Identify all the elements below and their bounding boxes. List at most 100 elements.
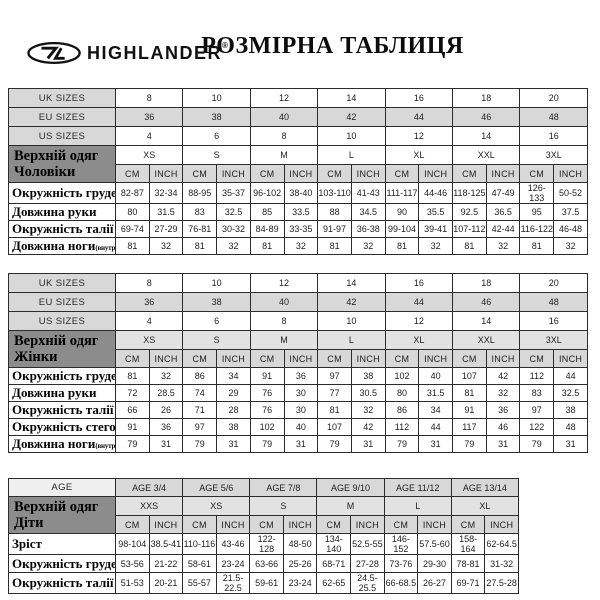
measure-value-cell: 97 xyxy=(317,367,352,385)
unit-cm-cell: CM xyxy=(383,515,419,534)
measure-value-cell: 58-61 xyxy=(182,554,217,573)
size-row-label: US SIZES xyxy=(8,126,116,146)
unit-inch-cell: INCH xyxy=(350,349,386,368)
measure-value-cell: 26-27 xyxy=(417,572,452,594)
measure-value-cell: 43-46 xyxy=(215,533,251,555)
measure-value-cell: 79 xyxy=(384,435,420,453)
size-value-cell: 10 xyxy=(182,273,251,293)
measure-value-cell: 86 xyxy=(384,401,420,419)
unit-inch-cell: INCH xyxy=(417,515,452,534)
size-value-cell: 20 xyxy=(519,88,588,108)
measure-label: Зріст xyxy=(8,533,116,555)
measure-value-cell: 32 xyxy=(553,237,588,255)
measure-value-cell: 83 xyxy=(519,384,555,402)
unit-inch-cell: INCH xyxy=(148,164,184,183)
measure-label: Окружність стегон xyxy=(8,418,116,436)
letter-size-cell: L xyxy=(383,496,452,516)
measure-label: Довжина ноги(внутрішня) xyxy=(8,435,116,453)
measure-value-cell: 91 xyxy=(452,401,487,419)
measure-value-cell: 44 xyxy=(418,418,454,436)
measure-value-cell: 33-35 xyxy=(283,220,319,238)
measure-value-cell: 76 xyxy=(249,401,285,419)
measure-value-cell: 81 xyxy=(452,384,487,402)
children-size-table: AGE AGE 3/4 AGE 5/6 AGE 7/8 AGE 9/10 AGE 11/1… xyxy=(8,478,520,594)
unit-cm-cell: CM xyxy=(182,349,218,368)
measure-value-cell: 88-95 xyxy=(182,182,218,204)
letter-size-cell: XXS xyxy=(114,496,184,516)
size-value-cell: 14 xyxy=(317,273,386,293)
size-value-cell: 20 xyxy=(519,273,588,293)
measure-value-cell: 59-61 xyxy=(249,572,284,594)
measure-value-cell: 25-26 xyxy=(282,554,318,573)
unit-inch-cell: INCH xyxy=(283,349,319,368)
size-value-cell: 14 xyxy=(317,88,386,108)
measure-value-cell: 83 xyxy=(182,203,218,221)
measure-label: Окружність грудей xyxy=(8,182,116,204)
measure-value-cell: 81 xyxy=(115,367,150,385)
size-value-cell: 40 xyxy=(249,107,319,127)
size-value-cell: AGE 3/4 xyxy=(114,478,184,497)
size-value-cell: AGE 11/12 xyxy=(383,478,452,497)
unit-cm-cell: CM xyxy=(317,164,352,183)
letter-size-cell: XXL xyxy=(452,330,521,350)
unit-cm-cell: CM xyxy=(249,164,285,183)
measure-value-cell: 32 xyxy=(283,237,319,255)
measure-value-cell: 42-44 xyxy=(485,220,521,238)
unit-inch-cell: INCH xyxy=(418,349,454,368)
measure-value-cell: 38 xyxy=(553,401,588,419)
measure-value-cell: 50-52 xyxy=(553,182,588,204)
measure-value-cell: 134-140 xyxy=(316,533,352,555)
size-value-cell: 8 xyxy=(249,126,319,146)
size-row-label: EU SIZES xyxy=(8,107,116,127)
measure-value-cell: 40 xyxy=(283,418,319,436)
section-header-cell: Верхній одяг Жінки xyxy=(8,330,116,368)
measure-value-cell: 21-22 xyxy=(148,554,184,573)
measure-value-cell: 33.5 xyxy=(283,203,319,221)
measure-value-cell: 158-164 xyxy=(450,533,486,555)
measure-value-cell: 32 xyxy=(148,237,184,255)
measure-value-cell: 95 xyxy=(519,203,555,221)
size-value-cell: 8 xyxy=(114,273,184,293)
measure-value-cell: 81 xyxy=(519,237,555,255)
measure-value-cell: 31 xyxy=(418,435,454,453)
measure-value-cell: 107 xyxy=(317,418,352,436)
unit-inch-cell: INCH xyxy=(484,515,519,534)
letter-size-cell: S xyxy=(182,330,251,350)
size-value-cell: 42 xyxy=(317,107,386,127)
measure-value-cell: 31 xyxy=(148,435,184,453)
size-value-cell: AGE 9/10 xyxy=(316,478,385,497)
measure-label: Окружність грудей xyxy=(8,554,116,573)
measure-label-note: (внутрішня) xyxy=(95,244,116,252)
measure-label: Окружність грудей xyxy=(8,367,116,385)
letter-size-cell: L xyxy=(317,330,386,350)
letter-size-cell: XS xyxy=(114,330,184,350)
measure-value-cell: 47-49 xyxy=(485,182,521,204)
measure-value-cell: 77 xyxy=(317,384,352,402)
highlander-oval-monogram-icon xyxy=(27,41,81,65)
size-value-cell: 18 xyxy=(452,273,521,293)
measure-value-cell: 32 xyxy=(485,237,521,255)
measure-value-cell: 23-24 xyxy=(282,572,318,594)
measure-value-cell: 24.5-25.5 xyxy=(350,572,385,594)
brand-text: HIGHLANDER xyxy=(87,43,222,63)
size-value-cell: 10 xyxy=(182,88,251,108)
measure-value-cell: 79 xyxy=(452,435,487,453)
size-value-cell: 14 xyxy=(452,126,521,146)
measure-value-cell: 80 xyxy=(115,203,150,221)
letter-size-cell: 3XL xyxy=(519,330,588,350)
size-value-cell: 12 xyxy=(249,88,319,108)
section-header-cell: Верхній одяг Чоловіки xyxy=(8,145,116,183)
measure-label-text: Довжина ноги xyxy=(12,436,96,452)
measure-value-cell: 57.5-60 xyxy=(417,533,452,555)
measure-value-cell: 79 xyxy=(317,435,352,453)
measure-label: Довжина руки xyxy=(8,203,116,221)
measure-value-cell: 44-46 xyxy=(418,182,454,204)
measure-label-text: Окружність грудей xyxy=(12,368,116,384)
size-row-label: US SIZES xyxy=(8,311,116,331)
measure-value-cell: 31.5 xyxy=(148,203,184,221)
size-value-cell: 12 xyxy=(384,126,454,146)
measure-value-cell: 30 xyxy=(283,401,319,419)
measure-label: Довжина ноги(внутрішня) xyxy=(8,237,116,255)
measure-label-text: Окружність талії xyxy=(12,575,114,590)
